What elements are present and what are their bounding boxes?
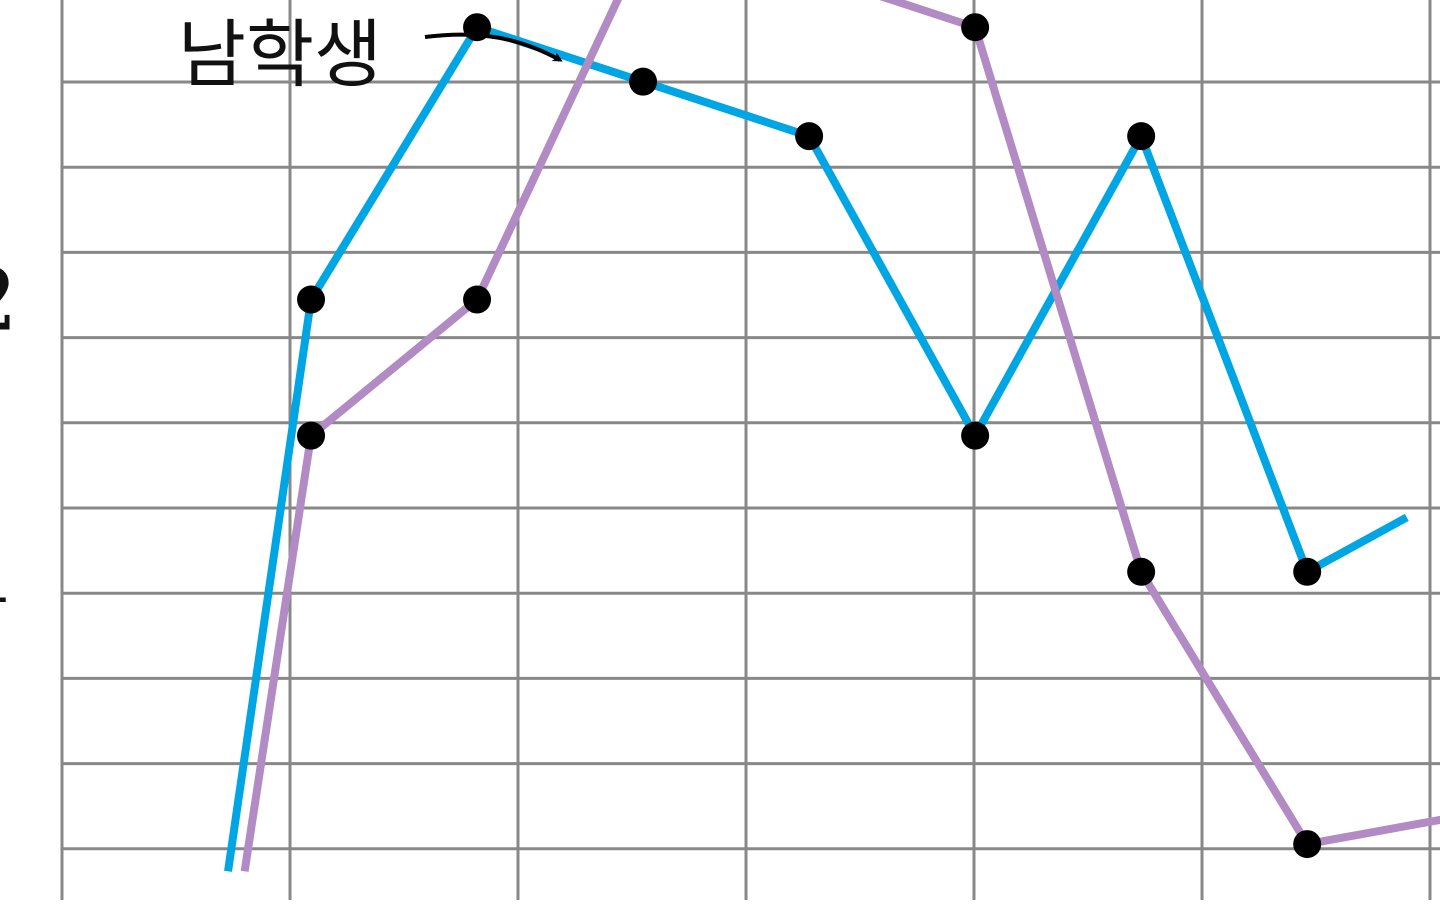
y-tick-label: 2 <box>0 251 18 351</box>
grid <box>60 0 1440 900</box>
series-line-2 <box>240 0 1440 872</box>
data-point-series-1 <box>961 421 990 450</box>
data-point-series-1 <box>1293 557 1322 586</box>
data-point-series-1 <box>1127 122 1156 151</box>
data-point-series-2 <box>961 13 990 42</box>
series-group <box>224 0 1440 872</box>
annotation-group: 남학생 <box>178 12 563 98</box>
data-point-series-1 <box>297 285 326 314</box>
data-point-series-2 <box>1127 557 1156 586</box>
y-tick-label: 1 <box>0 523 18 623</box>
data-point-series-2 <box>1293 830 1322 859</box>
data-point-series-2 <box>463 285 492 314</box>
annotation-arrow <box>424 32 563 62</box>
data-point-series-1 <box>629 67 658 96</box>
series-annotation-label: 남학생 <box>178 12 382 98</box>
y-axis: 12 <box>0 251 18 623</box>
data-point-series-1 <box>795 122 824 151</box>
series-line-1 <box>224 22 1409 872</box>
data-point-series-2 <box>297 421 326 450</box>
